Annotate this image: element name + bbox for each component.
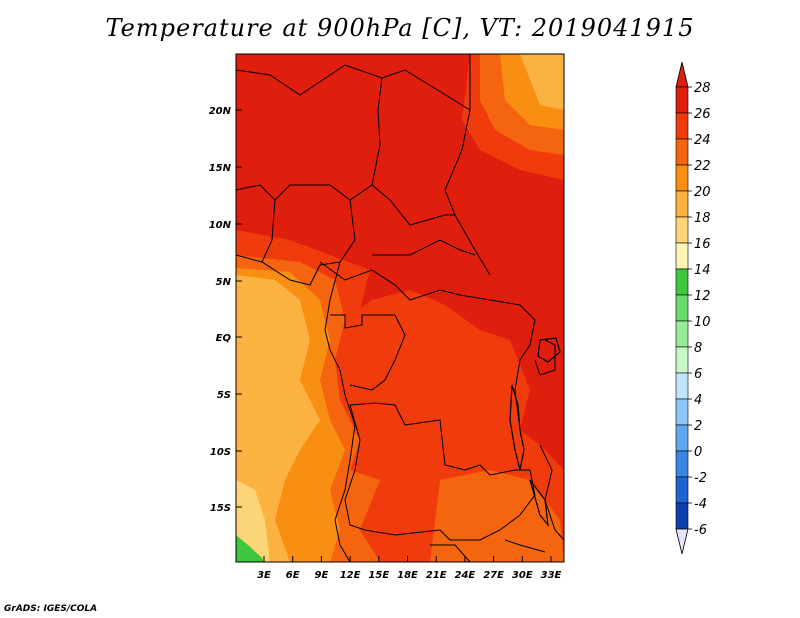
lat-tick-label: 5S [217, 390, 231, 401]
colorbar-box [675, 86, 689, 114]
colorbar-label: 28 [694, 81, 711, 96]
colorbar-top-triangle [675, 61, 689, 88]
colorbar-box [675, 216, 689, 244]
colorbar-box [675, 346, 689, 374]
border-line [330, 314, 395, 329]
lat-tick-label: 10S [210, 447, 231, 458]
colorbar-box [675, 112, 689, 140]
country-borders [236, 54, 564, 562]
lat-tick-label: 5N [216, 277, 232, 288]
colorbar-box [675, 372, 689, 400]
colorbar-label: 20 [694, 185, 711, 200]
colorbar-box [675, 450, 689, 478]
lakes [509, 337, 561, 528]
border-line [372, 239, 476, 256]
colorbar-box [675, 424, 689, 452]
colorbar-box [675, 502, 689, 530]
colorbar-label: 14 [694, 263, 711, 278]
border-line [319, 261, 521, 306]
lon-tick-label: 21E [426, 570, 447, 581]
border-line [444, 54, 491, 276]
field-20-band-northeast [520, 54, 564, 110]
lat-tick-label: 15N [209, 163, 232, 174]
lake-outline [537, 337, 561, 363]
lon-tick-label: 30E [512, 570, 533, 581]
border-line [236, 64, 471, 111]
border-line [439, 469, 536, 541]
lon-tick-label: 15E [368, 570, 389, 581]
colorbar-label: 16 [694, 237, 711, 252]
colorbar-label: 18 [694, 211, 711, 226]
colorbar-box [675, 268, 689, 296]
border-line [349, 402, 481, 471]
lon-tick-label: 33E [541, 570, 562, 581]
colorbar-label: -6 [694, 523, 707, 538]
colorbar-label: 24 [694, 133, 711, 148]
colorbar-box [675, 164, 689, 192]
colorbar-label: -2 [694, 471, 707, 486]
colorbar-bottom-triangle [675, 528, 689, 555]
colorbar-box [675, 190, 689, 218]
lat-tick-label: 15S [210, 503, 231, 514]
lat-tick-label: 20N [209, 106, 232, 117]
border-line [389, 199, 455, 226]
colorbar-label: 22 [694, 159, 711, 174]
colorbar-label: 4 [694, 393, 702, 408]
colorbar-label: 10 [694, 315, 711, 330]
colorbar-label: 26 [694, 107, 711, 122]
colorbar-label: -4 [694, 497, 707, 512]
lake-outline [509, 384, 525, 471]
colorbar-label: 6 [694, 367, 702, 382]
lon-tick-label: 12E [340, 570, 361, 581]
lon-tick-label: 6E [286, 570, 300, 581]
field-20-band [236, 275, 320, 562]
coastline [236, 254, 356, 562]
lake-outline [529, 479, 549, 528]
map-frame [235, 53, 565, 563]
colorbar-label: 0 [694, 445, 702, 460]
colorbar-box [675, 294, 689, 322]
border-line [349, 314, 406, 391]
temperature-field [236, 54, 564, 562]
latitude-axis: 20N 15N 10N 5N EQ 5S 10S 15S [209, 106, 242, 514]
colorbar-box [675, 476, 689, 504]
field-18-band [236, 480, 270, 562]
border-line [534, 339, 556, 376]
colorbar-box [675, 242, 689, 270]
longitude-axis: 3E 6E 9E 12E 15E 18E 21E 24E 27E 30E 33E [257, 556, 562, 581]
border-line [261, 199, 276, 263]
colorbar-box [675, 138, 689, 166]
colorbar-box [675, 398, 689, 426]
lon-tick-label: 9E [315, 570, 329, 581]
border-line [236, 184, 391, 201]
lat-tick-label: 10N [209, 220, 232, 231]
border-line [339, 199, 356, 263]
map-title: Temperature at 900hPa [C], VT: 201904191… [105, 14, 695, 42]
colorbar-label: 12 [694, 289, 711, 304]
colorbar-label: 2 [694, 419, 702, 434]
lat-tick-label: EQ [216, 333, 232, 344]
lon-tick-label: 3E [257, 570, 271, 581]
lon-tick-label: 27E [483, 570, 504, 581]
border-line [371, 77, 383, 186]
colorbar-box [675, 320, 689, 348]
grads-credit: GrADS: IGES/COLA [4, 604, 98, 614]
field-24-band-south-inland [430, 470, 564, 562]
field-14-patch [236, 535, 264, 562]
colorbar-label: 8 [694, 341, 702, 356]
lon-tick-label: 24E [455, 570, 476, 581]
lon-tick-label: 18E [397, 570, 418, 581]
coast-line [236, 254, 356, 562]
border-line [504, 539, 546, 553]
border-line [479, 464, 530, 476]
border-line [344, 404, 441, 536]
